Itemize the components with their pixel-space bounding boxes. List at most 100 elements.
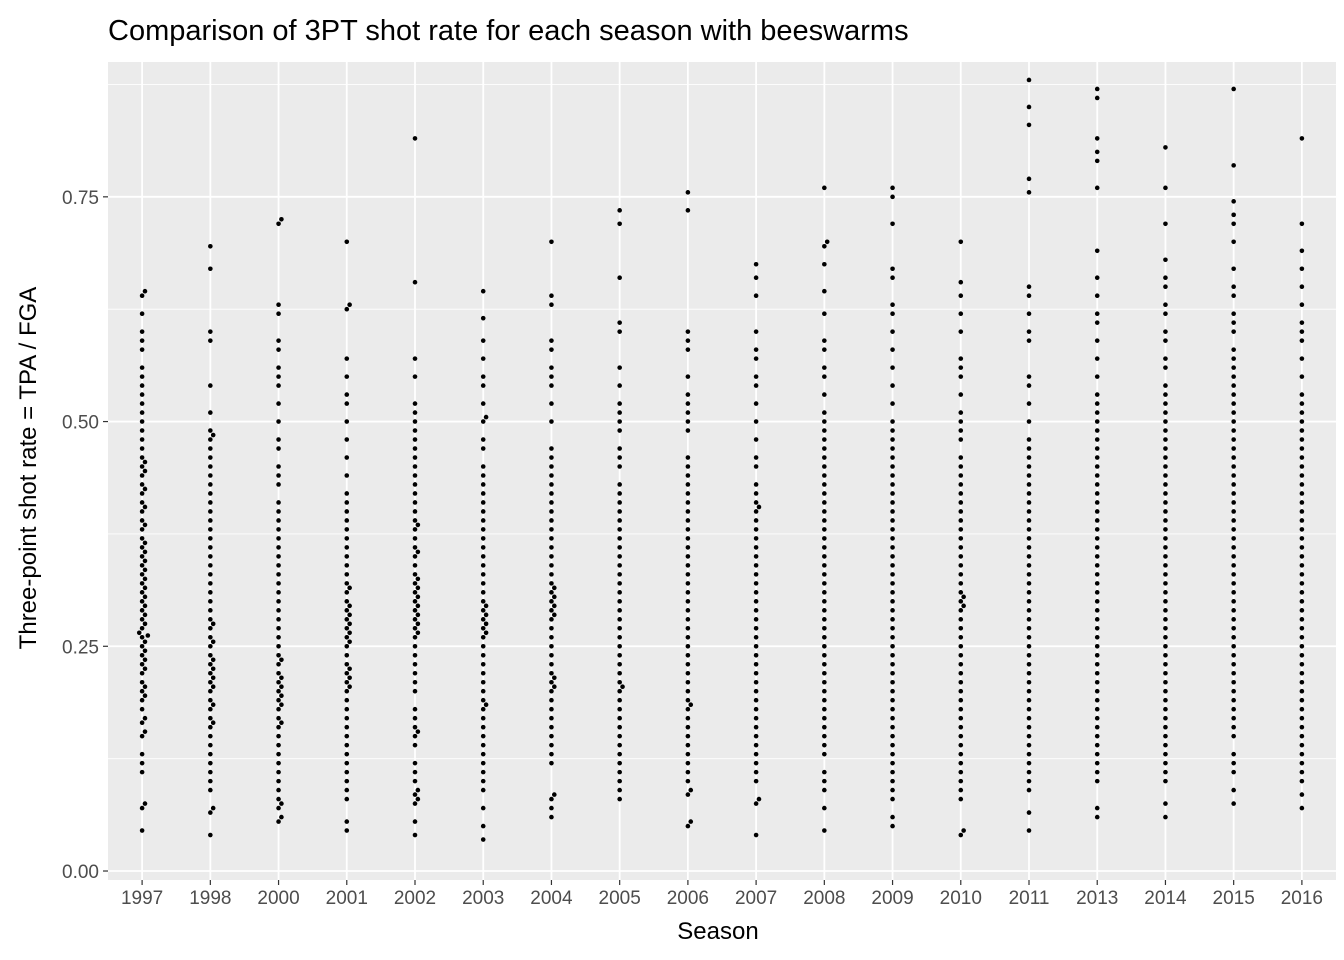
data-point	[1231, 634, 1236, 640]
data-point	[1231, 652, 1236, 658]
data-point	[958, 608, 964, 613]
data-point	[1094, 581, 1100, 586]
data-point	[276, 401, 281, 406]
data-point	[890, 751, 895, 757]
data-point	[344, 545, 350, 550]
data-point	[958, 536, 964, 541]
data-point	[1026, 311, 1032, 316]
data-point	[1163, 329, 1168, 334]
data-point	[1231, 801, 1236, 806]
data-point	[142, 486, 148, 492]
data-point	[753, 383, 759, 388]
data-point	[1094, 356, 1100, 361]
data-point	[412, 626, 418, 631]
data-point	[480, 482, 486, 487]
data-point	[1163, 527, 1168, 532]
data-point	[822, 572, 827, 577]
data-point	[276, 545, 281, 550]
data-point	[1163, 491, 1168, 496]
data-point	[1163, 311, 1168, 316]
data-point	[822, 509, 827, 514]
data-point	[617, 572, 622, 577]
data-point	[1026, 715, 1032, 721]
data-point	[1231, 221, 1236, 227]
data-point	[549, 724, 554, 730]
data-point	[139, 563, 145, 568]
data-point	[208, 329, 213, 334]
data-point	[1026, 401, 1032, 406]
data-point	[276, 715, 281, 721]
data-point	[1231, 329, 1236, 334]
data-point	[958, 652, 964, 658]
data-point	[685, 715, 691, 721]
data-point	[1299, 751, 1305, 757]
data-point	[685, 509, 691, 514]
data-point	[958, 742, 964, 748]
data-point	[1026, 751, 1032, 757]
data-point	[1026, 608, 1032, 613]
data-point	[1163, 392, 1168, 397]
data-point	[347, 675, 352, 681]
data-point	[139, 365, 145, 370]
data-point	[142, 693, 148, 699]
data-point	[1026, 176, 1032, 182]
data-point	[344, 473, 350, 478]
data-point	[753, 599, 759, 604]
data-point	[1094, 661, 1100, 667]
data-point	[1026, 500, 1032, 505]
data-point	[208, 778, 213, 784]
data-point	[617, 661, 622, 667]
data-point	[890, 706, 895, 712]
data-point	[617, 715, 622, 721]
data-point	[1094, 401, 1100, 406]
data-point	[753, 652, 759, 658]
data-point	[617, 733, 622, 739]
data-point	[1094, 437, 1100, 442]
data-point	[276, 590, 281, 595]
data-point	[208, 715, 213, 721]
data-point	[483, 702, 489, 708]
data-point	[210, 675, 216, 681]
data-point	[1163, 626, 1168, 631]
data-point	[958, 634, 964, 640]
data-point	[480, 769, 486, 775]
data-point	[685, 652, 691, 658]
data-point	[483, 630, 489, 636]
data-point	[685, 482, 691, 487]
data-point	[276, 742, 281, 748]
data-point	[1231, 724, 1236, 730]
data-point	[1026, 706, 1032, 712]
data-point	[958, 500, 964, 505]
data-point	[480, 536, 486, 541]
data-point	[1094, 518, 1100, 523]
x-tick-label: 1998	[189, 888, 231, 909]
data-point	[753, 733, 759, 739]
data-point	[1299, 724, 1305, 730]
data-point	[208, 590, 213, 595]
data-point	[1163, 455, 1168, 460]
data-point	[890, 715, 895, 721]
data-point	[412, 279, 418, 285]
data-point	[1094, 643, 1100, 649]
data-point	[208, 733, 213, 739]
data-point	[1231, 617, 1236, 622]
data-point	[276, 760, 281, 766]
data-point	[480, 634, 486, 640]
data-point	[753, 617, 759, 622]
data-point	[347, 302, 352, 308]
data-point	[685, 778, 691, 784]
data-point	[276, 733, 281, 739]
data-point	[1026, 338, 1032, 343]
data-point	[890, 814, 895, 820]
data-point	[412, 455, 418, 460]
data-point	[1163, 563, 1168, 568]
data-point	[685, 401, 691, 406]
data-point	[208, 832, 213, 838]
data-point	[480, 760, 486, 766]
data-point	[958, 410, 964, 415]
data-point	[617, 500, 622, 505]
data-point	[890, 545, 895, 550]
data-point	[1231, 356, 1236, 361]
data-point	[753, 536, 759, 541]
data-point	[139, 545, 145, 550]
